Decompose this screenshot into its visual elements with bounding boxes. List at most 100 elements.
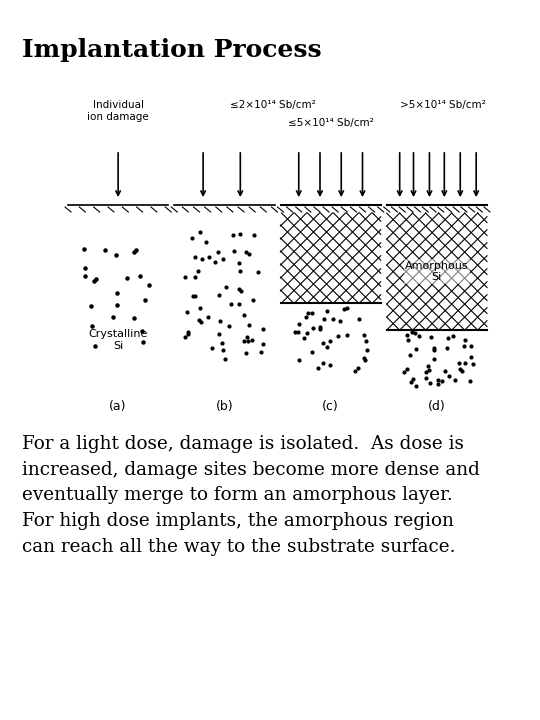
Point: [227, 298, 235, 310]
Text: Individual
ion damage: Individual ion damage: [87, 100, 149, 122]
Point: [218, 337, 227, 348]
Point: [113, 300, 122, 311]
Point: [326, 359, 334, 371]
Point: [138, 325, 147, 337]
Point: [123, 272, 132, 284]
Point: [467, 351, 475, 362]
Point: [221, 282, 230, 293]
Point: [90, 275, 99, 287]
Point: [221, 353, 230, 364]
Point: [360, 352, 369, 364]
Point: [259, 323, 267, 334]
Point: [360, 330, 369, 341]
Point: [308, 307, 316, 318]
Point: [211, 256, 220, 268]
Point: [406, 349, 414, 361]
Point: [323, 305, 332, 317]
Point: [325, 336, 334, 347]
Point: [196, 302, 205, 314]
Point: [219, 253, 227, 265]
Text: ≤5×10¹⁴ Sb/cm²: ≤5×10¹⁴ Sb/cm²: [288, 118, 374, 128]
Point: [362, 344, 371, 356]
Point: [308, 323, 317, 334]
Point: [80, 262, 89, 274]
Point: [215, 328, 224, 340]
Point: [465, 376, 474, 387]
Point: [295, 319, 303, 330]
Point: [91, 340, 99, 351]
Point: [460, 341, 468, 352]
Point: [355, 313, 363, 325]
Point: [319, 357, 327, 369]
Point: [404, 334, 413, 346]
Point: [315, 323, 324, 335]
Point: [245, 248, 254, 259]
Point: [415, 330, 423, 342]
Point: [138, 336, 147, 348]
Point: [455, 357, 463, 369]
Point: [314, 362, 322, 374]
Point: [461, 357, 469, 369]
Point: [400, 366, 408, 378]
Point: [249, 294, 258, 306]
Point: [407, 326, 416, 338]
Point: [80, 271, 89, 282]
Point: [244, 336, 252, 347]
Point: [422, 366, 431, 377]
Point: [235, 283, 244, 294]
Point: [422, 372, 431, 384]
Point: [403, 329, 412, 341]
Point: [451, 374, 460, 386]
Point: [407, 377, 415, 388]
Text: For a light dose, damage is isolated.  As dose is
increased, damage sites become: For a light dose, damage is isolated. As…: [22, 435, 480, 556]
Point: [429, 343, 438, 354]
Text: >5×10¹⁴ Sb/cm²: >5×10¹⁴ Sb/cm²: [400, 100, 485, 110]
Point: [322, 341, 331, 353]
Point: [130, 312, 138, 323]
Point: [300, 332, 308, 343]
Point: [411, 343, 420, 354]
Point: [334, 330, 342, 341]
Point: [343, 302, 352, 314]
Point: [361, 335, 370, 346]
Point: [448, 330, 457, 342]
Point: [132, 245, 140, 256]
Point: [190, 271, 199, 283]
Point: [291, 325, 299, 337]
Point: [295, 354, 304, 366]
Point: [250, 229, 259, 240]
Point: [410, 328, 419, 339]
Text: ≤2×10¹⁴ Sb/cm²: ≤2×10¹⁴ Sb/cm²: [230, 100, 315, 110]
Point: [130, 246, 138, 258]
Point: [443, 333, 452, 344]
Point: [423, 361, 432, 372]
Point: [340, 304, 348, 315]
Point: [228, 229, 237, 240]
Point: [197, 316, 205, 328]
Point: [304, 307, 313, 319]
Point: [445, 370, 454, 382]
Point: [455, 364, 464, 375]
Point: [204, 311, 213, 323]
Point: [87, 320, 96, 332]
Point: [293, 326, 302, 338]
Point: [443, 343, 451, 354]
Point: [219, 345, 227, 356]
Point: [109, 311, 117, 323]
Point: [408, 373, 417, 384]
Text: (c): (c): [322, 400, 339, 413]
Point: [240, 335, 248, 346]
Point: [308, 346, 316, 357]
Point: [184, 328, 192, 340]
Point: [214, 247, 222, 258]
Point: [181, 271, 190, 282]
Point: [207, 342, 216, 354]
Point: [343, 330, 352, 341]
Text: (d): (d): [428, 400, 446, 413]
Point: [205, 251, 214, 262]
Text: Amorphous
Si: Amorphous Si: [405, 261, 469, 282]
Point: [354, 361, 362, 373]
Point: [315, 321, 324, 333]
Point: [191, 290, 199, 302]
Point: [427, 331, 436, 343]
